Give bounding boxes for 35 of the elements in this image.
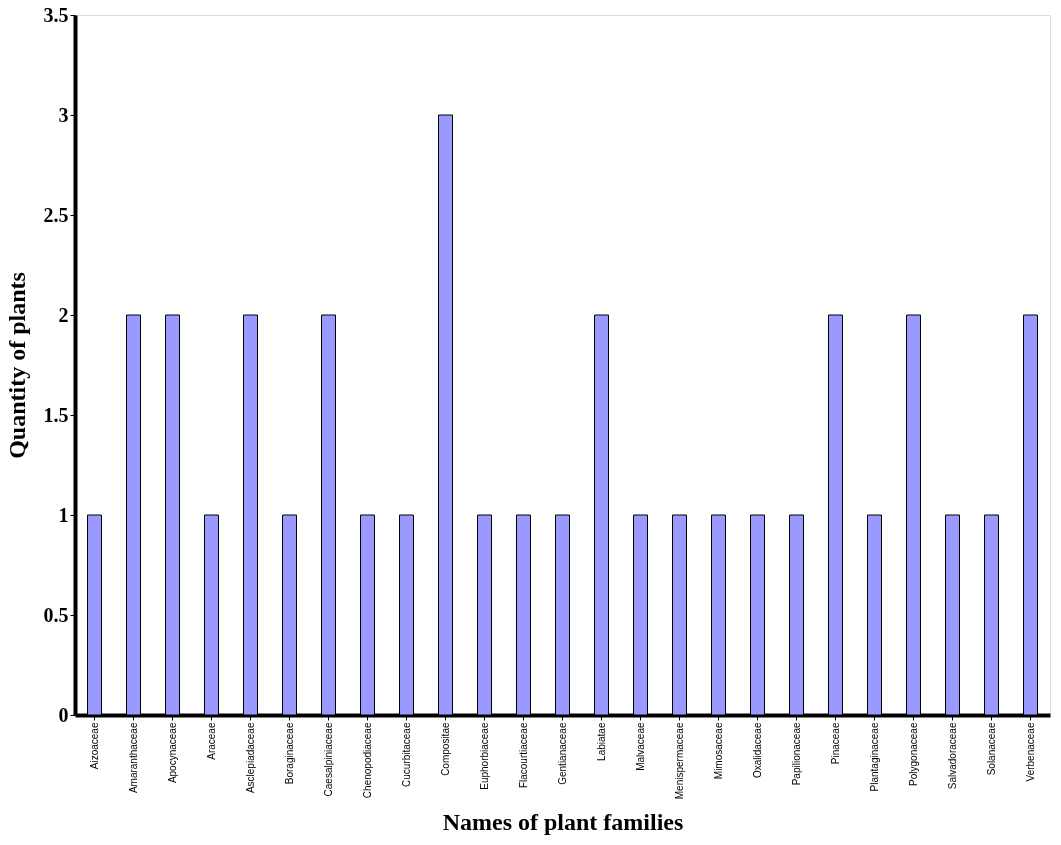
x-tick-label: Euphorbiaceae [478, 722, 490, 790]
x-tick-label: Pinaceae [829, 722, 841, 765]
x-tick-label: Asclepiadaceae [244, 722, 256, 794]
y-tick-label: 3.5 [43, 3, 69, 26]
x-tick-label: Araceae [205, 722, 217, 760]
x-tick-label: Papilionaceae [790, 722, 802, 786]
x-tick-label: Gentianaceae [556, 722, 568, 785]
x-tick-label: Plantaginaceae [868, 722, 880, 792]
y-tick-label: 2 [58, 303, 69, 326]
y-tick-label: 1 [58, 503, 69, 526]
x-tick-label: Labiatae [595, 722, 607, 761]
x-tick-label: Solanaceae [985, 722, 997, 776]
x-tick-label: Malvaceae [634, 722, 646, 771]
y-tick-label: 0.5 [43, 603, 69, 626]
x-tick-label: Aizoaceae [88, 722, 100, 770]
x-tick-label: Flacourtiaceae [517, 722, 529, 789]
x-tick-label: Cucurbitaceae [400, 722, 412, 787]
x-axis-title: Names of plant families [442, 809, 684, 836]
y-tick-label: 1.5 [43, 403, 69, 426]
x-tick-label: Apocynaceae [166, 722, 178, 784]
x-tick-label: Oxalidaceae [751, 722, 763, 779]
x-tick-label: Boraginaceae [283, 722, 295, 785]
x-tick-label: Chenopodiaceae [361, 722, 373, 799]
y-tick-label: 3 [58, 103, 69, 126]
x-tick-label: Menispermaceae [673, 722, 685, 800]
y-tick-label: 0 [58, 703, 69, 726]
y-tick-label: 2.5 [43, 203, 69, 226]
x-tick-label: Verbenaceae [1024, 722, 1036, 782]
x-tick-label: Polygonaceae [907, 722, 919, 786]
x-tick-label: Mimosaceae [712, 722, 724, 780]
x-tick-label: Amaranthaceae [127, 722, 139, 794]
x-tick-label: Caesalpiniaceae [322, 722, 334, 797]
x-tick-label: Salvadoraceae [946, 722, 958, 790]
x-tick-label: Compositae [439, 722, 451, 776]
y-axis-title: Quantity of plants [3, 272, 30, 459]
